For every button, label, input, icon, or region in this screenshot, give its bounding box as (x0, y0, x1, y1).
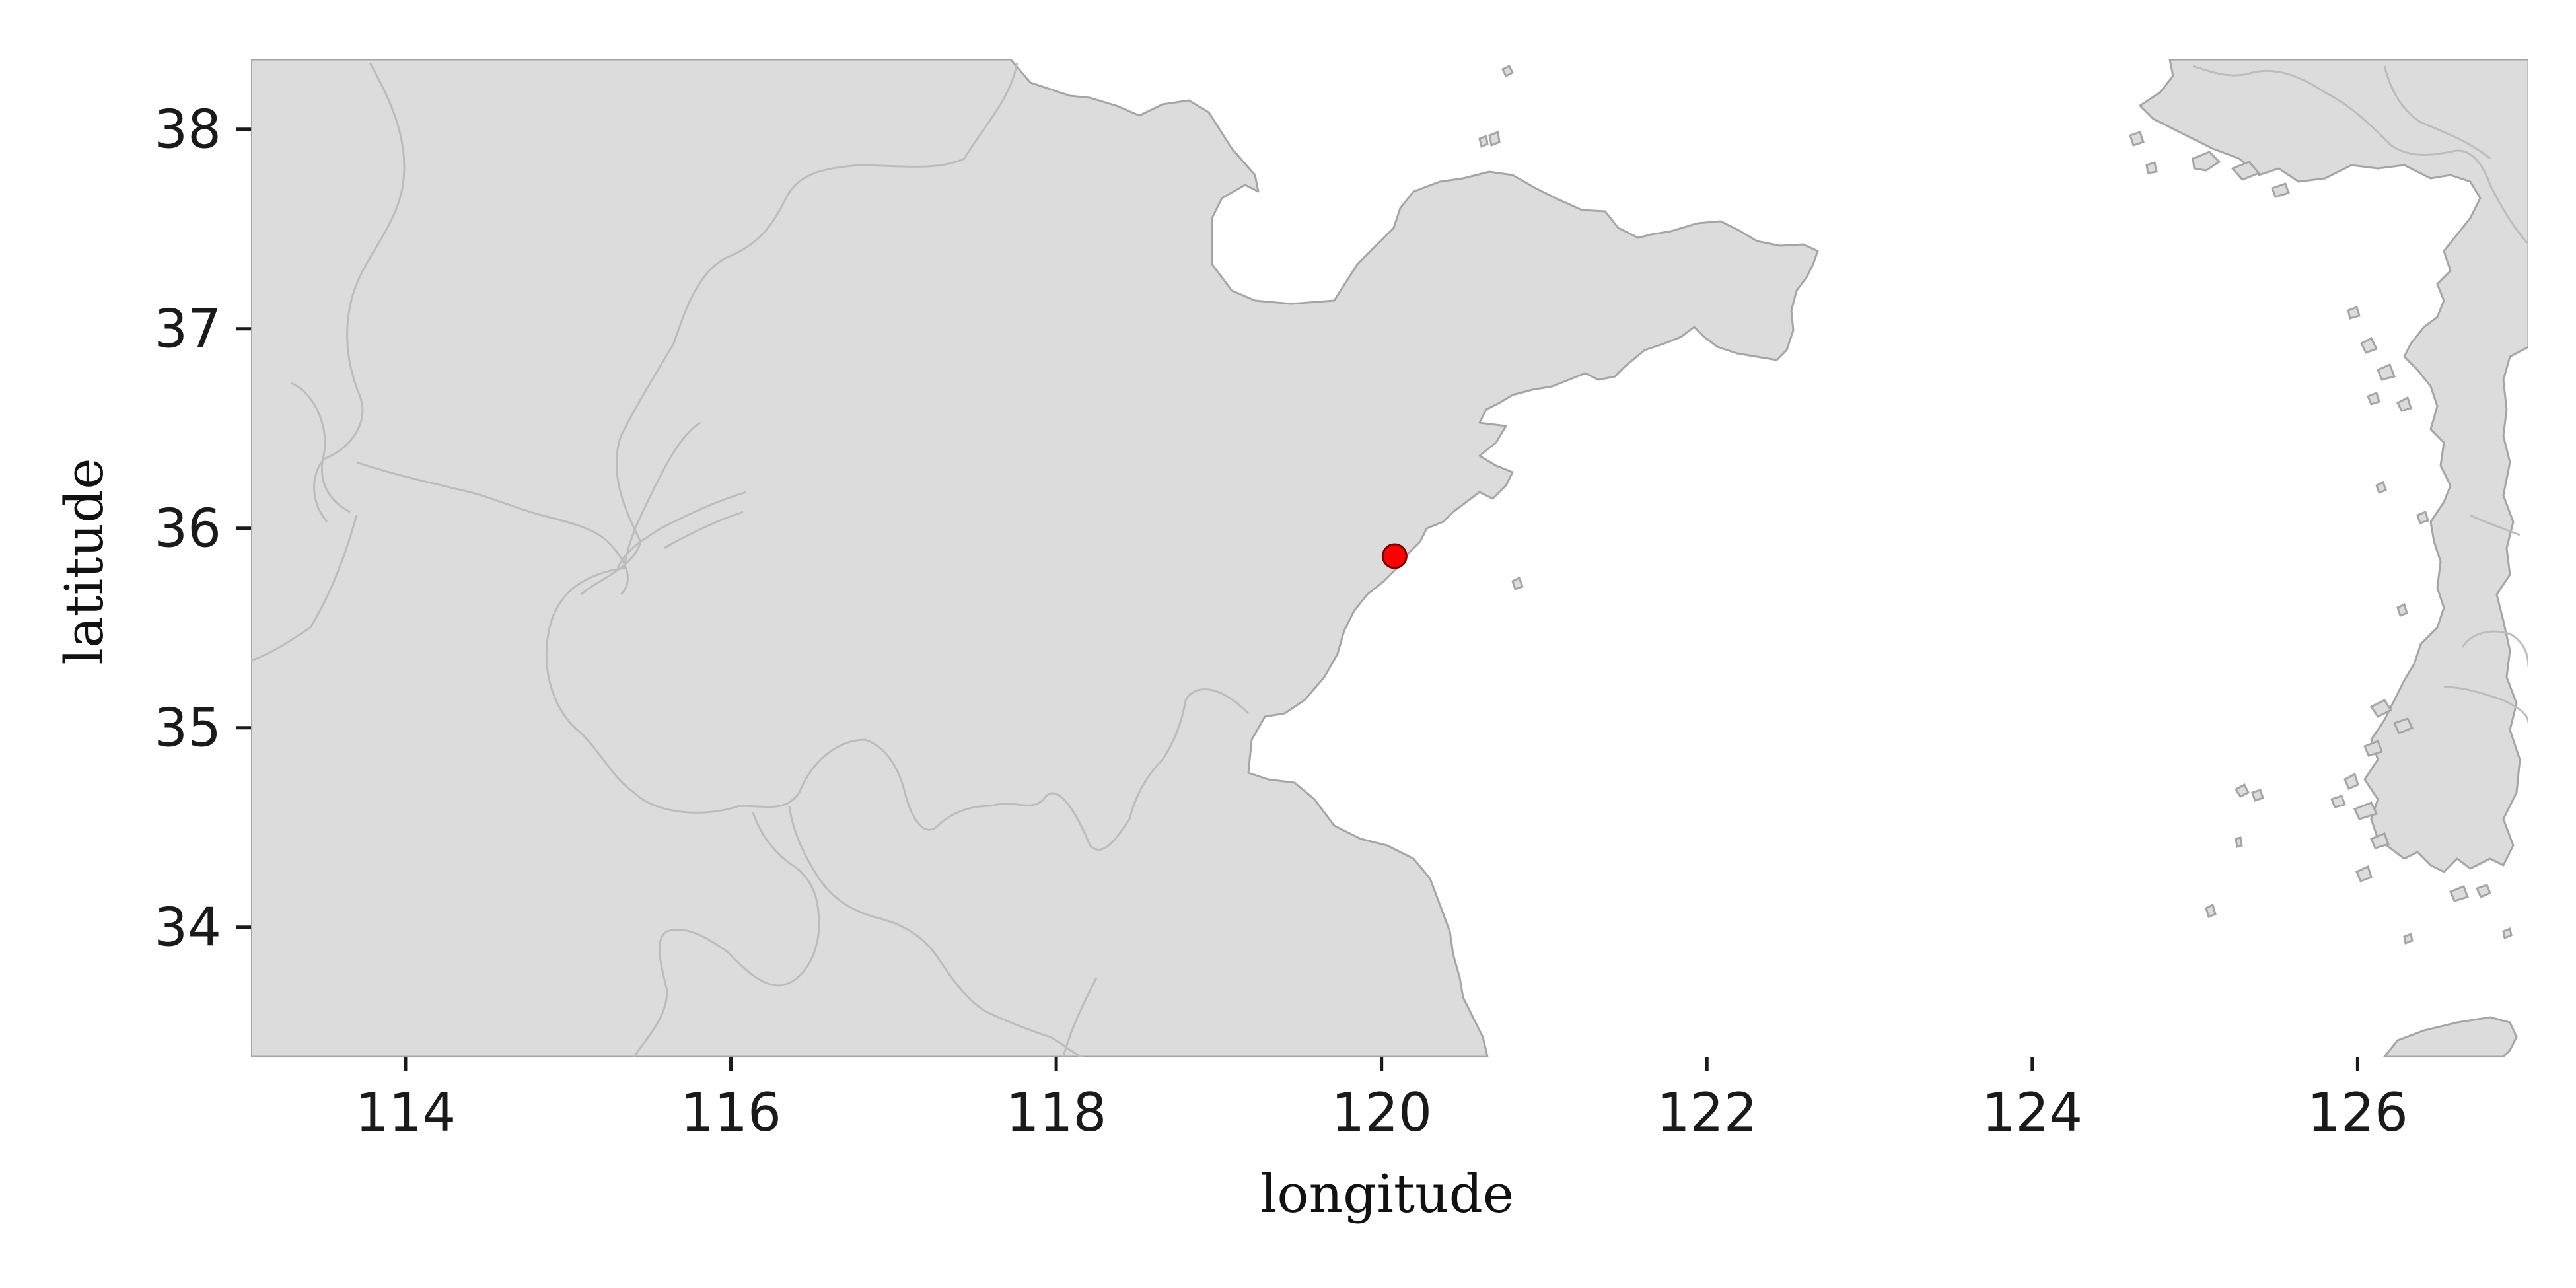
coastal-islands (1478, 64, 2513, 945)
x-tick-label: 122 (1657, 1082, 1758, 1143)
jeju-island (2383, 1016, 2518, 1057)
y-tick-label: 34 (154, 897, 221, 958)
x-tick-label: 126 (2307, 1082, 2408, 1143)
x-tick-label: 114 (355, 1082, 456, 1143)
y-axis: 34 35 36 37 38 (154, 99, 251, 958)
x-axis-title: longitude (1260, 1163, 1514, 1225)
location-marker[interactable] (1381, 543, 1408, 569)
y-tick-label: 38 (154, 99, 221, 161)
x-tick-label: 116 (680, 1082, 781, 1143)
internal-borders (251, 62, 2528, 1057)
y-axis-title: latitude (54, 458, 115, 664)
y-tick-label: 37 (154, 299, 221, 360)
x-tick-label: 118 (1006, 1082, 1107, 1143)
x-tick-label: 120 (1331, 1082, 1432, 1143)
x-axis: 114 116 118 120 122 124 126 (355, 1057, 2408, 1143)
korea-landmass (2139, 59, 2528, 873)
x-tick-label: 124 (1982, 1082, 2083, 1143)
map-area (251, 59, 2528, 1057)
y-tick-label: 36 (154, 498, 221, 559)
y-tick-label: 35 (154, 698, 221, 759)
mainland-landmass (251, 59, 1819, 1057)
